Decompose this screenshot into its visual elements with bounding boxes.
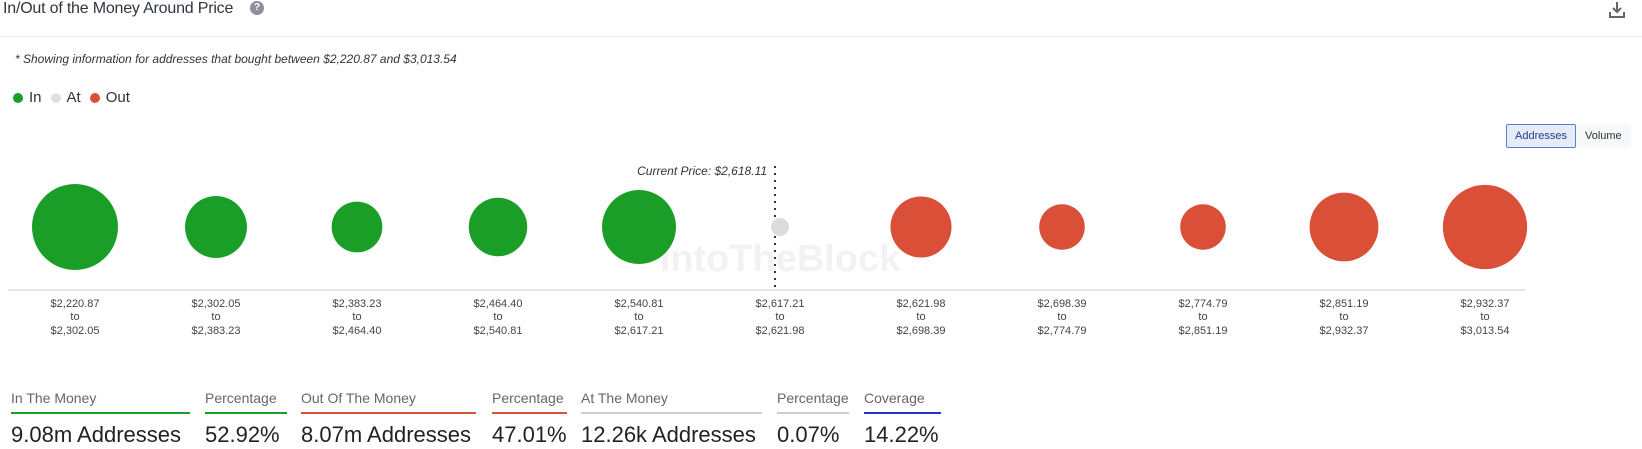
metric-toggle: Addresses Volume — [1506, 124, 1631, 148]
tick-label-to: to — [211, 311, 220, 323]
tick-label-low: $2,932.37 — [1461, 298, 1510, 310]
tick-label-to: to — [70, 311, 79, 323]
range-note: * Showing information for addresses that… — [15, 52, 457, 66]
tick-label-high: $2,774.79 — [1038, 325, 1087, 337]
legend-label-out: Out — [105, 89, 130, 106]
tick-label-low: $2,302.05 — [192, 298, 241, 310]
bubble-at[interactable] — [771, 218, 789, 236]
tick-label-high: $2,621.98 — [756, 325, 805, 337]
tick-label-high: $2,698.39 — [897, 325, 946, 337]
tick-label-low: $2,774.79 — [1179, 298, 1228, 310]
tick-label-high: $3,013.54 — [1461, 325, 1510, 337]
bubble-in[interactable] — [331, 201, 383, 253]
legend-item-in[interactable]: In — [13, 89, 42, 106]
chart-title: In/Out of the Money Around Price — [3, 0, 234, 17]
bubble-out[interactable] — [1442, 184, 1528, 270]
stat-value: 47.01% — [492, 422, 567, 447]
tick-label-to: to — [1198, 311, 1207, 323]
current-price-label: Current Price: $2,618.11 — [637, 164, 767, 178]
question-icon[interactable]: ? — [250, 1, 264, 15]
stat-out-percentage: Percentage 47.01% — [492, 388, 567, 448]
stat-underline — [777, 412, 849, 414]
legend-label-in: In — [29, 89, 42, 106]
tick-label-low: $2,383.23 — [333, 298, 382, 310]
stat-in-the-money: In The Money 9.08m Addresses — [11, 388, 190, 448]
stat-value: 12.26k Addresses — [581, 422, 756, 447]
tick-label-to: to — [916, 311, 925, 323]
bubble-in[interactable] — [602, 190, 676, 264]
tick-label-to: to — [493, 311, 502, 323]
stat-underline — [581, 412, 762, 414]
stat-underline — [11, 412, 190, 414]
bubble-chart: IntoTheBlock Current Price: $2,618.11 $2,2… — [8, 164, 1528, 337]
stat-label: At The Money — [581, 390, 668, 406]
tick-label-high: $2,932.37 — [1320, 325, 1369, 337]
tick-label-to: to — [1339, 311, 1348, 323]
watermark-text: IntoTheBlock — [660, 238, 902, 280]
stat-coverage: Coverage 14.22% — [864, 388, 941, 448]
stat-label: Percentage — [777, 390, 849, 406]
stat-underline — [492, 412, 567, 414]
legend-dot-at — [50, 92, 61, 103]
tick-label-high: $2,383.23 — [192, 325, 241, 337]
legend-dot-in — [13, 92, 23, 103]
tick-label-low: $2,851.19 — [1320, 298, 1369, 310]
tick-label-low: $2,540.81 — [615, 298, 664, 310]
legend-item-out[interactable]: Out — [89, 89, 130, 106]
tick-label-high: $2,617.21 — [615, 325, 664, 337]
stat-label: Coverage — [864, 390, 925, 406]
stat-at-the-money: At The Money 12.26k Addresses — [581, 388, 762, 448]
download-icon[interactable] — [1607, 0, 1627, 20]
bubble-in[interactable] — [185, 196, 247, 258]
bubble-out[interactable] — [1039, 204, 1085, 250]
bubble-out[interactable] — [1180, 204, 1226, 250]
tick-label-low: $2,698.39 — [1038, 298, 1087, 310]
tick-label-to: to — [1480, 311, 1489, 323]
bubble-in[interactable] — [32, 184, 118, 270]
chart-header: In/Out of the Money Around Price ? — [0, 0, 1642, 37]
stat-value: 52.92% — [205, 422, 280, 447]
stat-value: 8.07m Addresses — [301, 422, 471, 447]
tick-label-high: $2,302.05 — [51, 325, 100, 337]
bubble-out[interactable] — [890, 196, 952, 258]
stat-label: Percentage — [205, 390, 277, 406]
legend-dot-out — [89, 92, 100, 103]
stat-underline — [864, 412, 941, 414]
tick-label-low: $2,220.87 — [51, 298, 100, 310]
tick-label-low: $2,464.40 — [474, 298, 523, 310]
tick-label-to: to — [1057, 311, 1066, 323]
stat-in-percentage: Percentage 52.92% — [205, 388, 287, 448]
tick-label-high: $2,540.81 — [474, 325, 523, 337]
stat-label: Percentage — [492, 390, 564, 406]
tick-label-high: $2,851.19 — [1179, 325, 1228, 337]
stat-underline — [205, 412, 287, 414]
legend-item-at[interactable]: At — [50, 89, 81, 106]
tick-label-to: to — [775, 311, 784, 323]
legend: In At Out — [13, 89, 139, 106]
stat-underline — [301, 412, 476, 414]
stat-value: 14.22% — [864, 422, 939, 447]
legend-label-at: At — [66, 89, 81, 106]
stat-value: 0.07% — [777, 422, 840, 447]
tick-label-to: to — [352, 311, 361, 323]
stat-label: Out Of The Money — [301, 390, 416, 406]
tick-label-high: $2,464.40 — [333, 325, 382, 337]
tick-label-low: $2,621.98 — [897, 298, 946, 310]
stat-value: 9.08m Addresses — [11, 422, 181, 447]
bubble-out[interactable] — [1309, 192, 1379, 262]
stat-out-of-the-money: Out Of The Money 8.07m Addresses — [301, 388, 476, 448]
bubble-in[interactable] — [468, 197, 528, 257]
stat-label: In The Money — [11, 390, 97, 406]
stat-at-percentage: Percentage 0.07% — [777, 388, 849, 448]
volume-toggle-button[interactable]: Volume — [1575, 124, 1631, 148]
addresses-toggle-button[interactable]: Addresses — [1506, 124, 1576, 148]
tick-label-low: $2,617.21 — [756, 298, 805, 310]
tick-label-to: to — [634, 311, 643, 323]
